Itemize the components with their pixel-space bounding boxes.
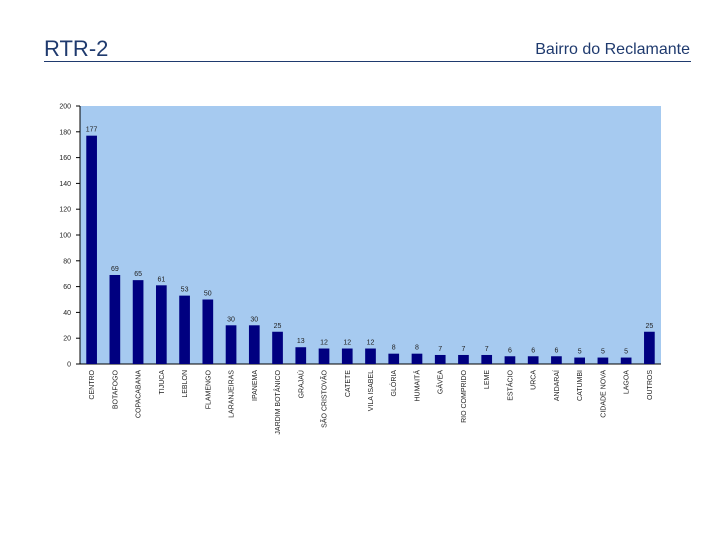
category-label: COPACABANA — [136, 370, 143, 418]
y-tick-label: 60 — [63, 284, 71, 291]
category-label: JARDIM BOTÂNICO — [273, 369, 282, 434]
bar — [388, 353, 400, 364]
data-label: 6 — [508, 347, 512, 354]
category-label: CENTRO — [89, 369, 96, 399]
bar — [504, 356, 516, 364]
bar — [597, 357, 609, 364]
data-label: 12 — [320, 340, 328, 347]
bar — [86, 135, 97, 364]
data-label: 5 — [578, 349, 582, 356]
y-tick-label: 200 — [59, 104, 71, 111]
category-label: ANDARAÍ — [552, 370, 561, 401]
data-label: 8 — [415, 345, 419, 352]
y-tick-label: 140 — [59, 181, 71, 188]
category-label: FLAMENGO — [205, 369, 212, 409]
category-label: SÃO CRISTOVÃO — [320, 369, 329, 427]
data-label: 13 — [297, 338, 305, 345]
title-divider — [44, 61, 691, 62]
y-ticks: 0 20 40 60 80 100 120 140 160 180 200 — [59, 104, 80, 369]
bar — [411, 353, 423, 364]
data-label: 50 — [204, 291, 212, 298]
slide-title: RTR-2 — [44, 36, 109, 61]
bar — [341, 348, 353, 364]
data-label: 12 — [367, 340, 375, 347]
bar — [458, 354, 469, 364]
y-tick-label: 160 — [59, 155, 71, 162]
category-label: URCA — [531, 370, 538, 390]
data-label: 12 — [343, 340, 351, 347]
y-tick-label: 20 — [63, 336, 71, 343]
data-label: 65 — [134, 271, 142, 278]
category-label: CATUMBI — [577, 370, 584, 401]
bar — [481, 354, 493, 364]
y-tick-label: 40 — [63, 310, 71, 317]
bar — [202, 299, 214, 364]
category-label: GLÓRIA — [389, 370, 398, 397]
data-label: 5 — [624, 349, 628, 356]
data-label: 6 — [531, 347, 535, 354]
bar — [179, 295, 190, 364]
y-tick-label: 100 — [59, 233, 71, 240]
bar — [109, 274, 121, 364]
data-label: 7 — [462, 346, 466, 353]
category-label: CATETE — [345, 370, 352, 397]
data-label: 5 — [601, 349, 605, 356]
category-label: LARANJEIRAS — [229, 370, 236, 418]
bar — [644, 331, 655, 364]
category-label: GRAJAÚ — [296, 370, 305, 398]
bars — [86, 135, 655, 364]
y-tick-label: 180 — [59, 129, 71, 136]
category-label: VILA ISABEL — [368, 370, 375, 411]
category-label: BOTAFOGO — [112, 369, 119, 409]
data-label: 177 — [86, 127, 98, 134]
plot-area — [80, 106, 661, 364]
category-label: CIDADE NOVA — [600, 370, 607, 418]
data-label: 6 — [554, 347, 558, 354]
category-label: ESTÁCIO — [505, 369, 514, 400]
bar — [248, 325, 260, 364]
data-label: 69 — [111, 266, 119, 273]
data-label: 7 — [485, 346, 489, 353]
bar — [225, 325, 237, 364]
y-tick-label: 0 — [67, 362, 71, 369]
category-label: LAGOA — [624, 370, 631, 394]
bar — [272, 331, 283, 364]
category-label: GÁVEA — [436, 370, 445, 394]
bar — [295, 347, 307, 364]
slide-subtitle: Bairro do Reclamante — [535, 41, 690, 58]
bar — [574, 357, 586, 364]
data-label: 30 — [227, 316, 235, 323]
data-label: 8 — [392, 345, 396, 352]
bar — [132, 280, 144, 364]
data-label: 25 — [645, 323, 653, 330]
category-label: HUMAITÁ — [412, 370, 421, 402]
category-label: LEBLON — [182, 370, 189, 398]
bar — [434, 354, 446, 364]
category-label: RIO COMPRIDO — [461, 369, 468, 422]
category-label: TIJUCA — [159, 370, 166, 395]
category-label: LEME — [484, 370, 491, 389]
category-label: IPANEMA — [252, 370, 259, 401]
category-labels: CENTRO BOTAFOGO COPACABANA TIJUCA LEBLON FLAM… — [89, 369, 654, 434]
data-label: 7 — [438, 346, 442, 353]
data-label: 61 — [157, 276, 165, 283]
bar — [365, 348, 376, 364]
bar — [620, 357, 632, 364]
bar — [318, 348, 330, 364]
data-label: 53 — [181, 287, 189, 294]
bar — [551, 356, 562, 364]
bar — [155, 285, 167, 364]
category-label: OUTROS — [647, 370, 654, 400]
data-label: 25 — [274, 323, 282, 330]
bar — [527, 356, 539, 364]
y-tick-label: 80 — [63, 258, 71, 265]
data-label: 30 — [250, 316, 258, 323]
y-tick-label: 120 — [59, 207, 71, 214]
